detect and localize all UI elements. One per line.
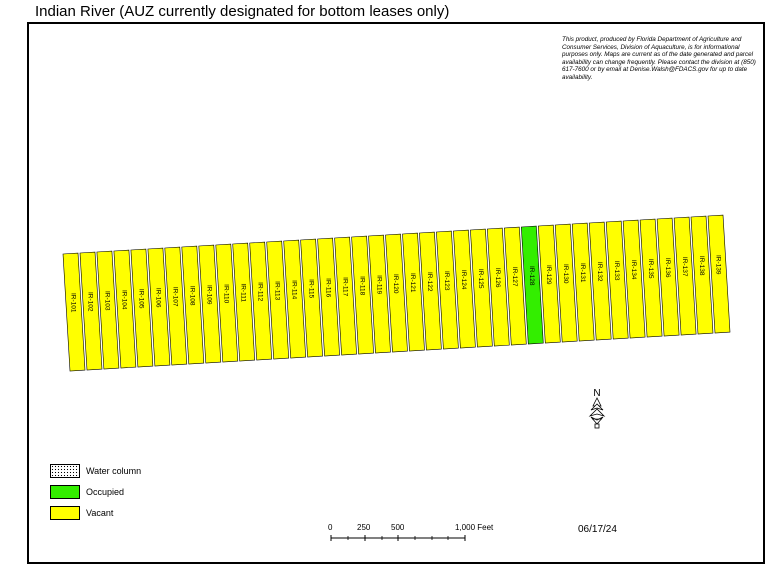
parcel-label: IR-101 (70, 293, 77, 313)
parcel-ir-133[interactable] (605, 220, 629, 340)
parcel-label: IR-106 (155, 288, 162, 308)
parcel-ir-130[interactable] (554, 223, 578, 343)
parcel-ir-123[interactable] (436, 230, 459, 350)
parcel-ir-137[interactable] (673, 216, 697, 336)
parcel-ir-106[interactable] (147, 247, 171, 367)
legend-item-occupied: Occupied (50, 484, 124, 500)
parcel-label: IR-138 (698, 256, 705, 276)
parcel-label: IR-103 (104, 291, 111, 311)
parcel-ir-111[interactable] (232, 242, 256, 362)
parcel-ir-129[interactable] (537, 224, 561, 344)
parcel-label: IR-120 (392, 274, 399, 294)
parcel-ir-120[interactable] (385, 233, 408, 353)
parcel-label: IR-132 (596, 262, 603, 282)
parcel-label: IR-135 (647, 259, 654, 279)
parcel-label: IR-130 (562, 264, 569, 284)
parcel-ir-136[interactable] (656, 217, 680, 337)
parcel-ir-126[interactable] (486, 227, 510, 347)
parcel-label: IR-136 (664, 258, 671, 278)
parcel-ir-118[interactable] (351, 235, 374, 355)
parcel-label: IR-108 (189, 286, 196, 306)
parcel-ir-110[interactable] (215, 243, 239, 363)
parcel-label: IR-114 (290, 280, 297, 299)
parcel-ir-105[interactable] (130, 248, 154, 368)
map-date: 06/17/24 (578, 524, 617, 535)
parcel-ir-113[interactable] (266, 240, 290, 360)
page-title: Indian River (AUZ currently designated f… (35, 3, 450, 20)
parcel-ir-108[interactable] (181, 245, 205, 365)
parcel-label: IR-107 (172, 287, 179, 307)
parcel-label: IR-113 (273, 281, 280, 300)
parcel-label: IR-128 (528, 266, 535, 286)
legend-item-water-column: Water column (50, 463, 141, 479)
parcel-label: IR-127 (511, 267, 518, 287)
disclaimer-text: This product, produced by Florida Depart… (562, 36, 756, 81)
parcel-label: IR-119 (375, 275, 382, 294)
parcel-ir-135[interactable] (639, 218, 663, 338)
scale-label-250: 250 (357, 523, 371, 532)
parcel-label: IR-112 (256, 282, 263, 301)
parcel-label: IR-131 (579, 263, 586, 283)
parcel-ir-124[interactable] (453, 229, 476, 349)
parcel-ir-119[interactable] (368, 234, 391, 354)
parcel-ir-114[interactable] (283, 239, 307, 359)
scale-label-0: 0 (328, 523, 333, 532)
parcel-label: IR-115 (307, 279, 314, 298)
parcel-layer: IR-101 IR-102 IR-103 IR-104 IR-105 IR-106 IR-1… (62, 214, 731, 372)
parcel-ir-138[interactable] (690, 215, 714, 335)
parcel-label: IR-118 (358, 276, 365, 295)
parcel-ir-102[interactable] (79, 251, 103, 371)
parcel-ir-127[interactable] (503, 226, 527, 346)
parcel-label: IR-122 (426, 272, 433, 292)
parcel-label: IR-124 (460, 270, 467, 290)
parcel-ir-128[interactable] (520, 225, 544, 345)
parcel-ir-132[interactable] (588, 221, 612, 341)
north-arrow-icon: N (588, 388, 606, 429)
parcel-label: IR-137 (681, 257, 688, 277)
parcel-ir-131[interactable] (571, 222, 595, 342)
parcel-ir-103[interactable] (96, 250, 120, 370)
parcel-label: IR-125 (477, 269, 484, 289)
parcel-ir-112[interactable] (249, 241, 273, 361)
legend-label-water-column: Water column (86, 466, 142, 476)
parcel-label: IR-123 (443, 271, 450, 291)
north-arrow-label: N (593, 388, 600, 399)
parcel-ir-134[interactable] (622, 219, 646, 339)
parcel-ir-125[interactable] (470, 228, 493, 348)
parcel-ir-104[interactable] (113, 249, 137, 369)
occupied-swatch (50, 485, 80, 499)
parcel-label: IR-104 (121, 290, 128, 310)
scale-label-1000-feet: 1,000 Feet (455, 523, 494, 532)
legend-item-vacant: Vacant (50, 505, 113, 521)
parcel-ir-115[interactable] (300, 238, 323, 358)
parcel-label: IR-126 (494, 268, 501, 288)
parcel-label: IR-111 (239, 283, 246, 302)
parcel-label: IR-133 (613, 261, 620, 281)
parcel-ir-121[interactable] (402, 232, 425, 352)
parcel-ir-139[interactable] (707, 214, 731, 334)
parcel-label: IR-129 (545, 265, 552, 285)
parcel-ir-122[interactable] (419, 231, 442, 351)
legend-label-occupied: Occupied (86, 487, 125, 497)
parcel-ir-116[interactable] (317, 237, 340, 357)
parcel-label: IR-116 (324, 278, 331, 297)
parcel-label: IR-117 (341, 277, 348, 296)
scale-label-500: 500 (391, 523, 405, 532)
parcel-label: IR-134 (630, 260, 637, 280)
parcel-ir-101[interactable] (62, 252, 86, 372)
parcel-label: IR-139 (715, 255, 722, 275)
vacant-swatch (50, 506, 80, 520)
parcel-ir-107[interactable] (164, 246, 188, 366)
parcel-ir-109[interactable] (198, 244, 222, 364)
legend-label-vacant: Vacant (86, 508, 114, 518)
parcel-label: IR-102 (87, 292, 94, 312)
parcel-ir-117[interactable] (334, 236, 357, 356)
scale-bar (330, 535, 466, 541)
parcel-label: IR-109 (205, 285, 212, 305)
parcel-label: IR-105 (138, 289, 145, 309)
parcel-label: IR-121 (409, 273, 416, 293)
parcel-label: IR-110 (222, 284, 229, 303)
water-column-swatch (50, 464, 80, 478)
